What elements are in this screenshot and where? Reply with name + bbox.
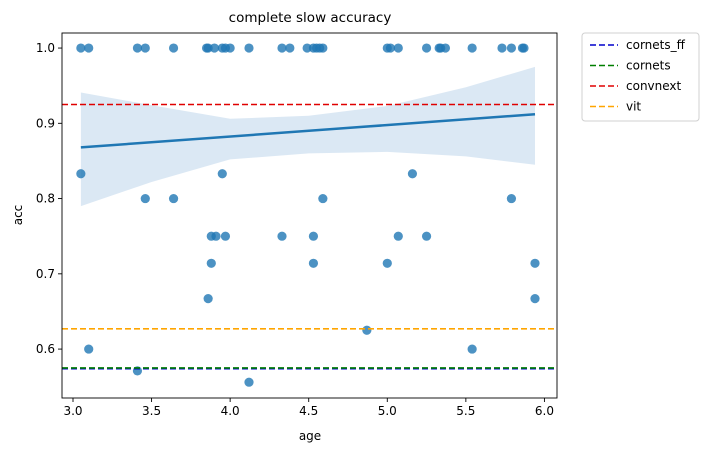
data-point-48 xyxy=(530,258,540,268)
data-point-37 xyxy=(506,193,517,204)
data-point-2 xyxy=(132,43,143,53)
data-point-10 xyxy=(225,43,235,53)
y-tick-label-0: 0.6 xyxy=(36,342,55,356)
data-point-46 xyxy=(308,258,319,268)
plot-frame xyxy=(61,32,558,399)
x-axis: 3.0 3.5 4.0 4.5 5.0 5.5 6.0 xyxy=(63,398,554,418)
data-point-1 xyxy=(84,43,94,53)
legend-frame xyxy=(581,32,700,122)
legend-label-cornets_ff: cornets_ff xyxy=(626,38,686,52)
data-point-31 xyxy=(76,169,86,179)
data-point-6 xyxy=(203,43,213,53)
data-point-36 xyxy=(318,193,328,204)
data-point-27 xyxy=(497,43,507,53)
data-point-32 xyxy=(217,169,227,179)
data-point-55 xyxy=(244,377,254,387)
regression-line xyxy=(80,113,536,149)
data-point-26 xyxy=(467,43,477,53)
data-point-35 xyxy=(168,193,179,204)
legend-label-vit: vit xyxy=(626,100,641,114)
data-point-39 xyxy=(211,231,221,241)
data-point-40 xyxy=(220,231,231,241)
data-point-42 xyxy=(308,231,319,241)
data-point-13 xyxy=(285,43,295,53)
x-axis-label: age xyxy=(299,429,321,443)
y-tick-label-2: 0.8 xyxy=(36,192,55,206)
plot-area xyxy=(61,32,558,399)
data-point-33 xyxy=(407,169,418,179)
y-tick-label-3: 0.9 xyxy=(36,116,55,130)
data-point-7 xyxy=(209,43,220,53)
data-point-53 xyxy=(467,344,477,354)
data-point-25 xyxy=(440,43,451,53)
data-point-22 xyxy=(421,43,432,53)
data-point-49 xyxy=(203,294,213,304)
data-point-43 xyxy=(393,231,403,241)
data-point-14 xyxy=(302,43,312,53)
data-point-3 xyxy=(140,43,150,53)
data-point-52 xyxy=(84,344,94,354)
legend-label-convnext: convnext xyxy=(626,79,682,93)
x-tick-label-4: 5.0 xyxy=(378,404,397,418)
x-tick-label-2: 4.0 xyxy=(221,404,240,418)
data-point-0 xyxy=(76,43,86,53)
data-point-34 xyxy=(140,193,150,204)
chart-title: complete slow accuracy xyxy=(229,10,392,26)
y-tick-label-4: 1.0 xyxy=(36,41,55,55)
data-point-18 xyxy=(318,43,328,53)
x-tick-label-3: 4.5 xyxy=(299,404,318,418)
data-point-12 xyxy=(277,43,287,53)
data-point-41 xyxy=(277,231,287,241)
data-point-11 xyxy=(244,43,254,53)
data-point-45 xyxy=(206,258,216,268)
data-point-50 xyxy=(530,294,540,304)
x-tick-label-5: 5.5 xyxy=(456,404,475,418)
data-point-21 xyxy=(393,43,403,53)
y-axis-label: acc xyxy=(11,205,25,226)
x-tick-label-6: 6.0 xyxy=(535,404,554,418)
data-point-51 xyxy=(362,325,372,335)
data-point-28 xyxy=(506,43,517,53)
legend-label-cornets: cornets xyxy=(626,59,671,73)
data-point-44 xyxy=(421,231,432,241)
y-axis: 0.6 0.7 0.8 0.9 1.0 xyxy=(36,41,62,356)
data-point-20 xyxy=(385,43,396,53)
x-tick-label-1: 3.5 xyxy=(142,404,161,418)
confidence-band xyxy=(80,66,536,207)
plot-content xyxy=(62,43,557,387)
data-point-47 xyxy=(382,258,392,268)
x-tick-label-0: 3.0 xyxy=(63,404,82,418)
data-point-30 xyxy=(519,43,529,53)
data-point-4 xyxy=(168,43,179,53)
y-tick-label-1: 0.7 xyxy=(36,267,55,281)
